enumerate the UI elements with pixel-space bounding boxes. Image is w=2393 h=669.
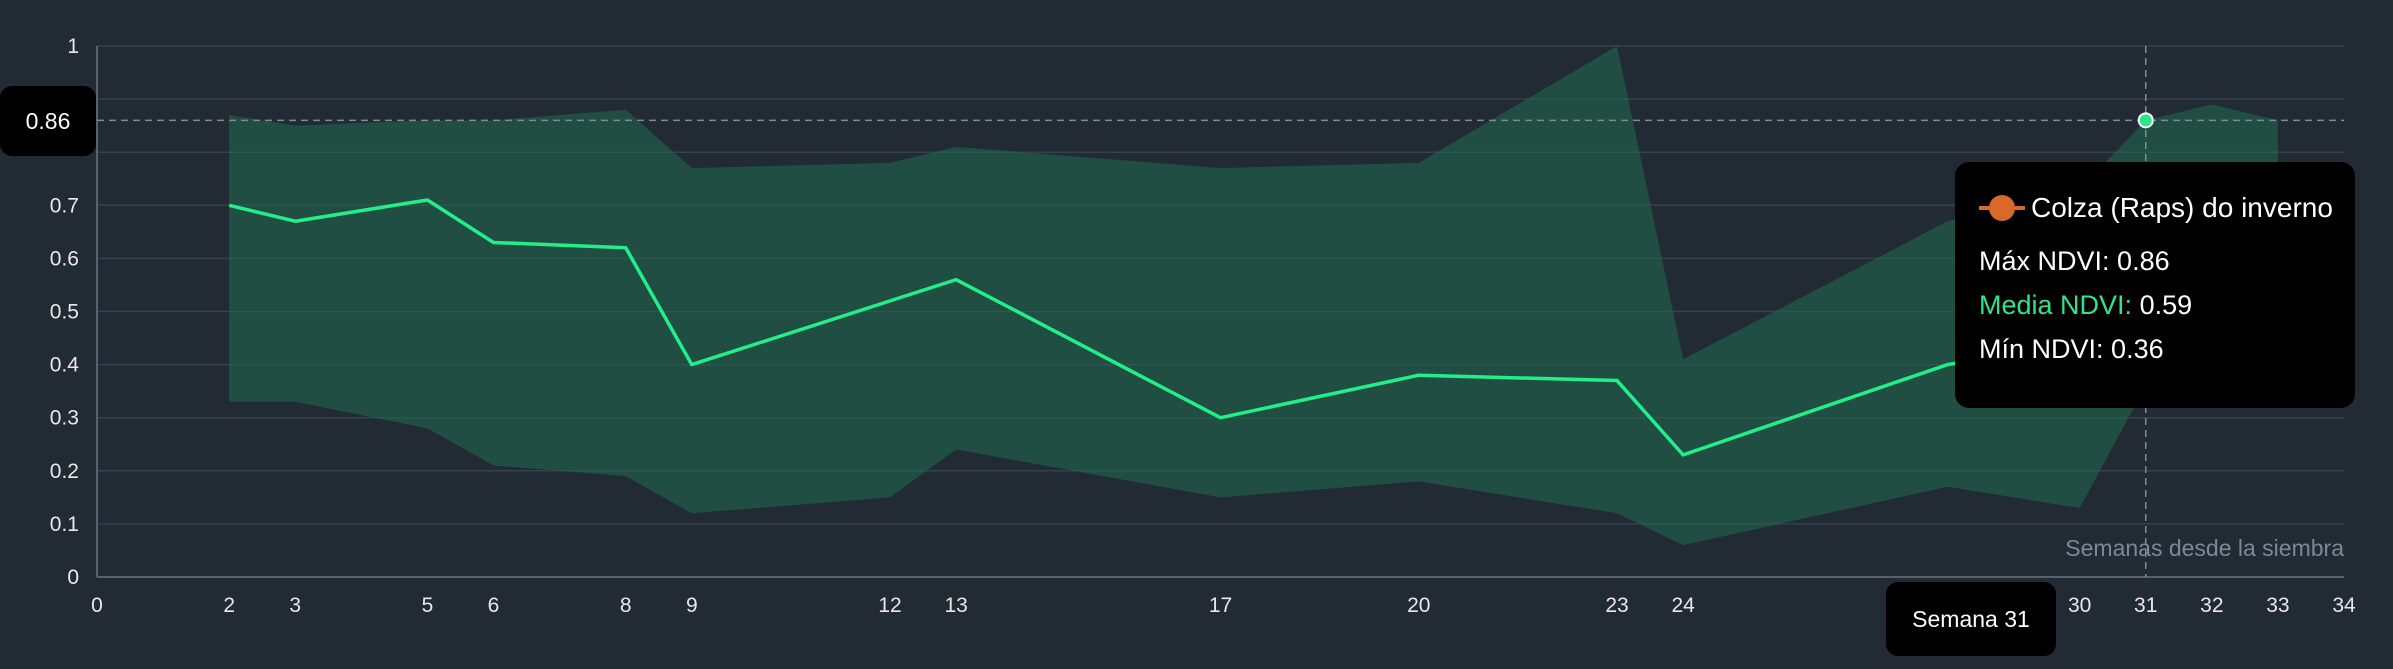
x-tick-label: 34 <box>2332 594 2356 617</box>
x-tick-label: 31 <box>2134 594 2157 617</box>
x-tick-label: 12 <box>878 594 901 617</box>
x-tick-label: 0 <box>91 594 103 617</box>
x-tick-label: 3 <box>289 594 301 617</box>
ndvi-range-band <box>229 46 2278 546</box>
y-tick-labels: 0 0.1 0.2 0.3 0.4 0.5 0.6 0.7 1 <box>50 35 80 589</box>
y-tick-label: 0.1 <box>50 513 79 536</box>
y-tick-label: 0.7 <box>50 194 79 217</box>
x-tick-label: 24 <box>1671 594 1695 617</box>
y-tick-label: 1 <box>67 35 79 58</box>
mean-ndvi-line <box>228 198 2148 457</box>
x-tick-label: 13 <box>944 594 967 617</box>
y-tick-label: 0 <box>67 566 79 589</box>
tooltip-title-text: Colza (Raps) do inverno <box>2031 192 2333 223</box>
x-tick-label: 33 <box>2266 594 2289 617</box>
hover-point-dot <box>2137 112 2154 129</box>
x-tick-label: 17 <box>1209 594 1232 617</box>
crosshair-x-value-badge: Semana 31 <box>1886 582 2056 656</box>
tooltip-max-label: Máx NDVI: <box>1979 246 2110 276</box>
tooltip-row-max: Máx NDVI: 0.86 <box>1979 246 2355 277</box>
y-tick-label: 0.5 <box>50 301 79 324</box>
x-tick-label: 8 <box>620 594 632 617</box>
x-tick-label: 2 <box>223 594 235 617</box>
tooltip-title: Colza (Raps) do inverno <box>1979 192 2355 224</box>
crosshair-y-value-badge: 0.86 <box>0 86 96 156</box>
x-tick-label: 30 <box>2068 594 2091 617</box>
tooltip-mean-label: Media NDVI: <box>1979 290 2133 320</box>
y-tick-label: 0.4 <box>50 354 80 377</box>
x-tick-label: 20 <box>1407 594 1430 617</box>
x-tick-label: 23 <box>1605 594 1628 617</box>
x-axis-label: Semanas desde la siembra <box>2065 535 2344 561</box>
series-marker-icon <box>1979 193 2025 223</box>
x-tick-labels: 0235689121317202324283031323334 <box>91 594 2356 617</box>
y-tick-label: 0.3 <box>50 407 79 430</box>
y-tick-label: 0.2 <box>50 460 79 483</box>
x-tick-label: 32 <box>2200 594 2223 617</box>
tooltip-mean-value: 0.59 <box>2139 290 2193 320</box>
tooltip-row-min: Mín NDVI: 0.36 <box>1979 334 2355 365</box>
x-tick-label: 6 <box>488 594 500 617</box>
tooltip-min-label: Mín NDVI: <box>1979 334 2104 364</box>
hover-point-marker[interactable] <box>2137 112 2154 129</box>
tooltip-row-mean: Media NDVI: 0.59 <box>1979 290 2355 321</box>
x-tick-label: 9 <box>686 594 698 617</box>
y-tick-label: 0.6 <box>50 247 79 270</box>
tooltip-max-value: 0.86 <box>2117 246 2170 276</box>
x-tick-label: 5 <box>422 594 434 617</box>
tooltip-min-value: 0.36 <box>2111 334 2164 364</box>
chart-tooltip: Colza (Raps) do inverno Máx NDVI: 0.86 M… <box>1955 162 2355 408</box>
